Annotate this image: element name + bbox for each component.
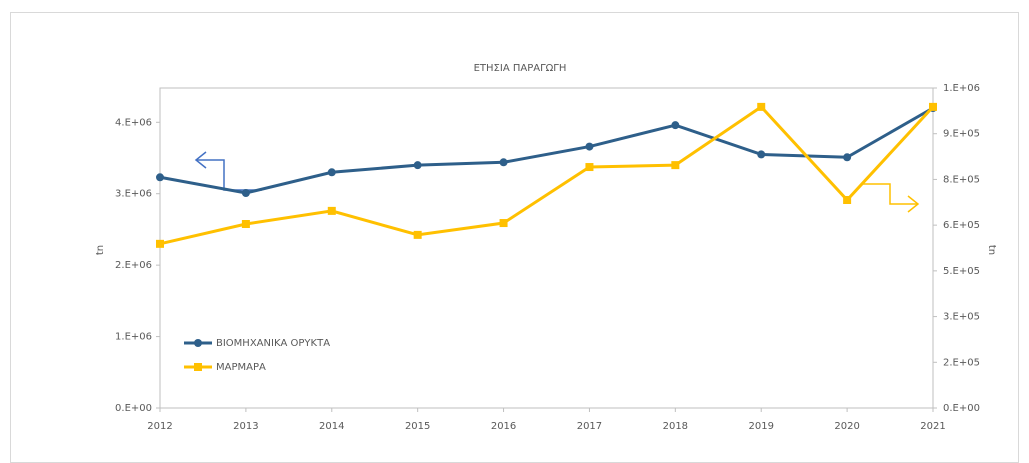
y2-tick-label: 2.E+05 bbox=[943, 357, 980, 368]
axis-arrow-left bbox=[196, 159, 262, 191]
chart-frame bbox=[10, 12, 1019, 463]
point-marker bbox=[585, 163, 594, 172]
y-tick-label: 3.E+06 bbox=[115, 189, 152, 200]
y-tick-label: 0.E+00 bbox=[115, 403, 152, 414]
y2-tick-label: 0.E+00 bbox=[943, 403, 980, 414]
point-marker bbox=[757, 150, 766, 159]
x-tick-label: 2019 bbox=[748, 421, 773, 432]
point-marker bbox=[413, 230, 422, 239]
point-marker bbox=[241, 220, 250, 228]
point-marker bbox=[327, 168, 336, 177]
y2-tick-label: 1.E+06 bbox=[943, 83, 980, 94]
point-marker bbox=[413, 161, 422, 170]
point-marker bbox=[671, 121, 680, 130]
x-tick-label: 2014 bbox=[319, 421, 344, 432]
x-tick-label: 2012 bbox=[147, 421, 172, 432]
x-tick-label: 2021 bbox=[920, 421, 945, 432]
y2-tick-label: 8.E+05 bbox=[943, 174, 980, 185]
y2-tick-label: 6.E+05 bbox=[943, 220, 980, 231]
y-axis-label: tn bbox=[95, 245, 106, 255]
axis-arrow-right bbox=[862, 183, 918, 205]
point-marker bbox=[156, 173, 164, 182]
plot-area bbox=[159, 87, 934, 409]
point-marker bbox=[327, 206, 336, 215]
legend-marker bbox=[194, 339, 202, 347]
point-marker bbox=[156, 239, 164, 248]
x-tick-label: 2018 bbox=[663, 421, 688, 432]
chart-title: ΕΤΗΣΙΑ ΠΑΡΑΓΩΓΗ bbox=[474, 63, 567, 74]
point-marker bbox=[843, 196, 852, 204]
series-line bbox=[159, 106, 934, 195]
y2-tick-label: 5.E+05 bbox=[943, 266, 980, 277]
y2-tick-label: 9.E+05 bbox=[943, 129, 980, 140]
point-marker bbox=[757, 102, 766, 111]
point-marker bbox=[585, 142, 594, 151]
legend-label: ΒΙΟΜΗΧΑΝΙΚΑ ΟΡΥΚΤΑ bbox=[216, 338, 330, 349]
legend-label: ΜΑΡΜΑΡΑ bbox=[216, 362, 266, 373]
x-tick-label: 2020 bbox=[834, 421, 859, 432]
axis-arrow-left-head bbox=[194, 151, 207, 169]
point-marker bbox=[843, 153, 852, 162]
point-marker bbox=[671, 161, 680, 170]
y-tick-label: 1.E+06 bbox=[115, 332, 152, 343]
point-marker bbox=[929, 102, 937, 111]
y-tick-label: 4.E+06 bbox=[115, 117, 152, 128]
series-line bbox=[159, 104, 935, 246]
axis-arrow-right-head bbox=[907, 195, 920, 213]
point-marker bbox=[499, 158, 508, 167]
point-marker bbox=[499, 219, 508, 228]
x-tick-label: 2015 bbox=[405, 421, 430, 432]
y2-axis-label: tn bbox=[986, 245, 997, 255]
x-tick-label: 2013 bbox=[233, 421, 258, 432]
point-marker bbox=[241, 189, 250, 197]
y2-tick-label: 3.E+05 bbox=[943, 312, 980, 323]
legend-marker bbox=[194, 363, 202, 371]
x-tick-label: 2017 bbox=[577, 421, 602, 432]
y-tick-label: 2.E+06 bbox=[115, 260, 152, 271]
x-tick-label: 2016 bbox=[491, 421, 516, 432]
